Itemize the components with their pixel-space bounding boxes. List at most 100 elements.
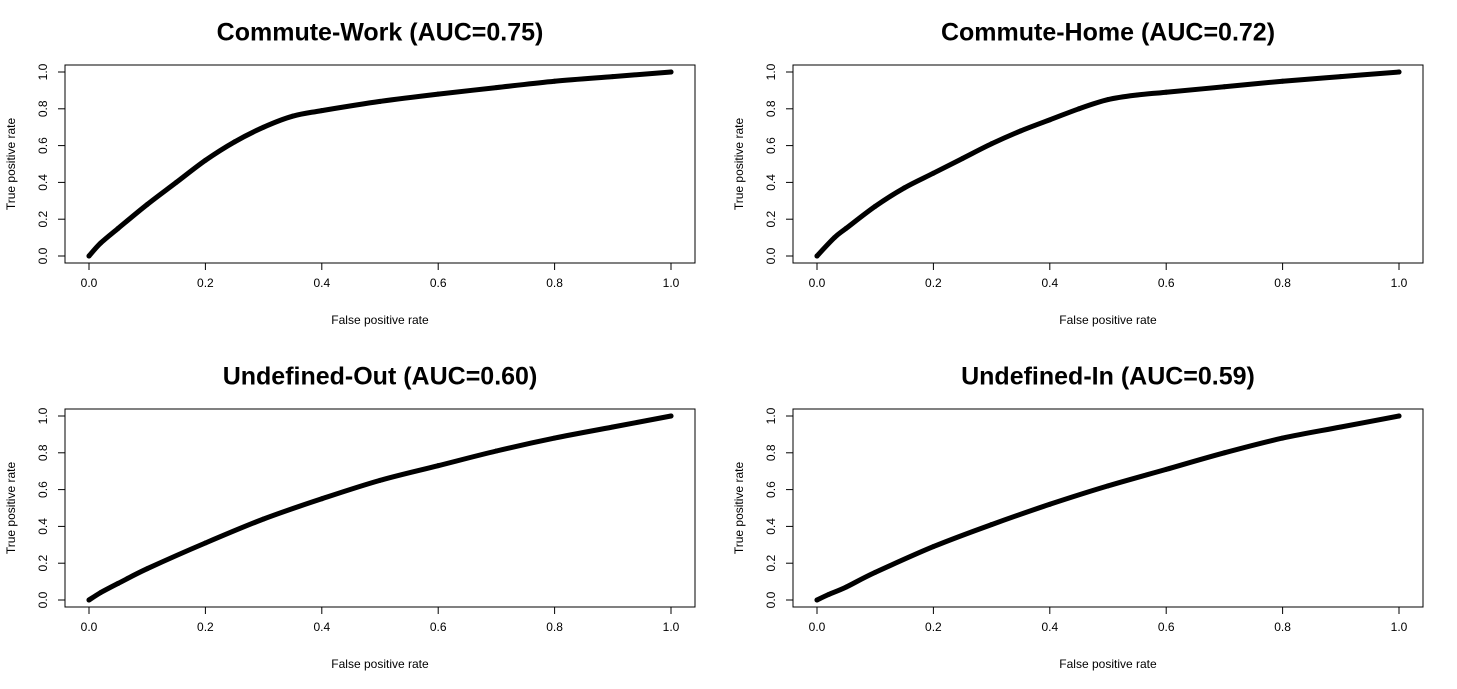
roc-point (814, 597, 820, 603)
y-tick-label: 0.6 (764, 137, 778, 154)
y-tick-label: 0.6 (36, 137, 50, 154)
chart-panel-4: Undefined-In (AUC=0.59) 0.0 0.2 0.4 0.6 0.8 1.… (732, 363, 1424, 671)
x-tick-label: 0.2 (197, 620, 214, 634)
roc-point (98, 590, 104, 596)
y-tick-label: 0.8 (764, 100, 778, 117)
chart-panel-1: Commute-Work (AUC=0.75) 0.0 0.2 0.4 0.6 0.8 1.… (4, 19, 696, 327)
roc-point (115, 225, 121, 231)
y-tick-label: 0.6 (764, 481, 778, 498)
roc-point (872, 569, 878, 575)
x-tick-label: 0.8 (1274, 276, 1291, 290)
x-tick-label: 0.4 (313, 276, 330, 290)
roc-curve-line (86, 69, 674, 259)
x-axis-label: False positive rate (1059, 657, 1157, 671)
y-tick-label: 0.0 (764, 247, 778, 264)
x-tick-label: 1.0 (1391, 276, 1408, 290)
x-tick-label: 0.0 (809, 276, 826, 290)
roc-point (144, 566, 150, 572)
y-tick-label: 0.4 (764, 518, 778, 535)
x-tick-label: 1.0 (663, 276, 680, 290)
roc-point (435, 91, 441, 97)
y-axis-label: True positive rate (732, 118, 746, 211)
x-tick-label: 0.0 (81, 276, 98, 290)
roc-point (1134, 92, 1140, 98)
x-tick-label: 0.2 (925, 276, 942, 290)
x-tick-label: 0.4 (1041, 276, 1058, 290)
chart-panel-3: Undefined-Out (AUC=0.60) 0.0 0.2 0.4 0.6 0.8 1… (4, 363, 696, 671)
plot-frame (792, 64, 1424, 264)
y-tick-label: 1.0 (764, 407, 778, 424)
x-axis-label: False positive rate (1059, 313, 1157, 327)
roc-point (989, 141, 995, 147)
roc-point (115, 580, 121, 586)
roc-point (1076, 106, 1082, 112)
roc-point (552, 78, 558, 84)
y-tick-label: 1.0 (764, 63, 778, 80)
y-tick-label: 0.2 (764, 555, 778, 572)
y-tick-label: 0.0 (764, 591, 778, 608)
y-tick-label: 0.2 (36, 555, 50, 572)
roc-point (261, 124, 267, 130)
roc-point (1105, 483, 1111, 489)
y-tick-label: 1.0 (36, 407, 50, 424)
x-tick-label: 0.2 (197, 276, 214, 290)
plot-frame (792, 408, 1424, 608)
y-tick-label: 0.8 (36, 100, 50, 117)
roc-point (86, 597, 92, 603)
roc-point (493, 85, 499, 91)
roc-point (668, 413, 674, 419)
roc-point (493, 448, 499, 454)
roc-point (202, 540, 208, 546)
y-tick-label: 0.2 (36, 211, 50, 228)
plot-frame (64, 64, 696, 264)
y-tick-label: 0.4 (764, 174, 778, 191)
roc-point (435, 463, 441, 469)
y-tick-label: 0.8 (764, 444, 778, 461)
x-tick-label: 0.6 (1158, 620, 1175, 634)
roc-point (1163, 89, 1169, 95)
x-tick-label: 0.0 (809, 620, 826, 634)
roc-point (1047, 501, 1053, 507)
roc-point (1221, 450, 1227, 456)
roc-point (1280, 78, 1286, 84)
roc-point (144, 201, 150, 207)
roc-point (1221, 84, 1227, 90)
x-tick-label: 0.4 (1041, 620, 1058, 634)
x-tick-label: 0.0 (81, 620, 98, 634)
roc-point (552, 435, 558, 441)
roc-point (814, 253, 820, 259)
roc-point (98, 240, 104, 246)
roc-point (989, 522, 995, 528)
roc-point (232, 139, 237, 145)
roc-point (86, 253, 92, 259)
x-tick-label: 0.8 (546, 620, 563, 634)
roc-point (960, 155, 965, 161)
roc-point (668, 69, 674, 75)
x-tick-label: 0.6 (430, 276, 447, 290)
chart-title: Commute-Home (AUC=0.72) (941, 19, 1275, 47)
plot-frame (64, 408, 696, 608)
roc-point (377, 477, 383, 483)
roc-point (831, 235, 837, 241)
y-tick-label: 0.8 (36, 444, 50, 461)
y-tick-label: 0.2 (764, 211, 778, 228)
roc-point (319, 108, 325, 114)
roc-point (1047, 117, 1053, 123)
x-tick-label: 0.6 (1158, 276, 1175, 290)
chart-panel-2: Commute-Home (AUC=0.72) 0.0 0.2 0.4 0.6 0.8 1.… (732, 19, 1424, 327)
roc-point (1105, 97, 1111, 103)
x-axis-label: False positive rate (331, 313, 429, 327)
y-tick-label: 0.4 (36, 174, 50, 191)
roc-point (901, 185, 907, 191)
roc-point (377, 98, 383, 104)
roc-point (261, 516, 267, 522)
y-axis-label: True positive rate (732, 462, 746, 555)
x-axis-label: False positive rate (331, 657, 429, 671)
roc-point (1163, 466, 1169, 472)
roc-point (843, 225, 849, 231)
roc-point (202, 157, 208, 163)
roc-point (1396, 69, 1402, 75)
roc-curve-line (814, 69, 1402, 259)
y-tick-label: 0.6 (36, 481, 50, 498)
roc-curve-line (814, 413, 1402, 603)
